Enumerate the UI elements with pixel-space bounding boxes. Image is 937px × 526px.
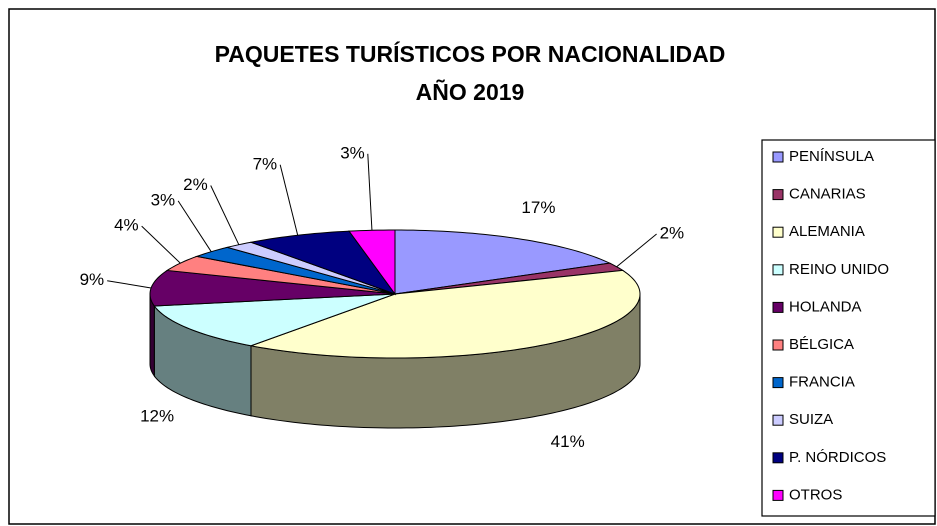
legend-swatch: [772, 151, 784, 163]
leader-line: [616, 233, 657, 268]
data-label: 2%: [183, 175, 208, 194]
slice: [153, 293, 396, 347]
slice: [149, 269, 396, 307]
legend-swatch: [772, 226, 784, 238]
data-label: 17%: [521, 198, 555, 217]
legend-label: PENÍNSULA: [789, 148, 874, 165]
leader-line: [367, 153, 373, 231]
data-label: 9%: [80, 270, 105, 289]
leader-line: [210, 185, 240, 245]
data-label: 2%: [660, 224, 685, 243]
legend-label: SUIZA: [789, 411, 833, 428]
leader-line: [279, 164, 299, 236]
leader-line: [141, 225, 181, 264]
legend-label: ALEMANIA: [789, 223, 865, 240]
legend-label: REINO UNIDO: [789, 261, 889, 278]
legend-swatch: [772, 264, 784, 276]
data-label: 4%: [114, 216, 139, 235]
data-label: 7%: [253, 154, 278, 173]
legend-label: HOLANDA: [789, 298, 862, 315]
legend-box: [761, 139, 936, 517]
data-label: 3%: [340, 143, 365, 162]
legend-label: FRANCIA: [789, 374, 855, 391]
legend-label: CANARIAS: [789, 186, 866, 203]
legend-swatch: [772, 377, 784, 389]
slice-side: [149, 293, 155, 378]
legend-swatch: [772, 339, 784, 351]
legend-swatch: [772, 414, 784, 426]
legend-label: OTROS: [789, 486, 842, 503]
data-label: 41%: [551, 432, 585, 451]
chart-title: PAQUETES TURÍSTICOS POR NACIONALIDAD: [215, 40, 726, 67]
slice: [249, 230, 397, 296]
legend-swatch: [772, 189, 784, 201]
leader-line: [107, 280, 152, 289]
data-label: 3%: [151, 190, 176, 209]
legend-label: P. NÓRDICOS: [789, 449, 886, 466]
legend-swatch: [772, 489, 784, 501]
legend-label: BÉLGICA: [789, 336, 854, 353]
legend-swatch: [772, 301, 784, 313]
data-label: 12%: [140, 407, 174, 426]
legend-swatch: [772, 452, 784, 464]
chart-subtitle: AÑO 2019: [416, 78, 525, 105]
leader-line: [177, 200, 212, 252]
slice: [165, 255, 396, 295]
slice: [394, 229, 612, 295]
slice: [249, 269, 641, 359]
slice: [194, 246, 396, 295]
